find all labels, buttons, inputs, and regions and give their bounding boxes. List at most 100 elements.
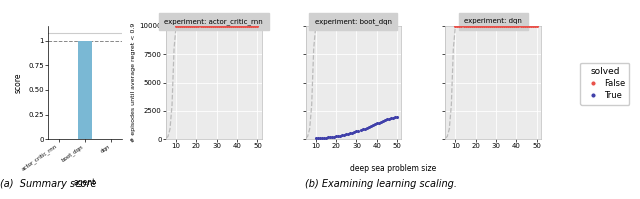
Point [487,24,497,27]
Point [343,132,353,135]
Point [236,24,246,27]
Point [204,24,214,27]
Point [335,134,346,137]
Point [481,24,491,27]
X-axis label: agent: agent [74,178,96,187]
Text: (b) Examining learning scaling.: (b) Examining learning scaling. [305,179,457,189]
Point [380,118,390,122]
Point [493,24,503,27]
Point [222,24,232,27]
Point [454,24,465,27]
Point [362,126,372,129]
Point [226,24,236,27]
Y-axis label: # episodes until average regret < 0.9: # episodes until average regret < 0.9 [131,23,136,142]
Point [337,134,348,137]
Point [386,116,396,120]
Point [232,24,243,27]
Point [323,136,333,139]
Point [228,24,238,27]
Point [388,116,398,119]
Point [479,24,489,27]
Point [365,125,376,128]
Point [467,24,477,27]
Point [495,24,506,27]
Point [195,24,205,27]
Point [242,24,252,27]
Point [532,24,542,27]
Point [188,24,198,27]
Point [202,24,212,27]
Point [367,124,378,127]
Point [313,137,323,140]
Point [360,127,370,130]
Point [456,24,467,27]
Point [175,24,185,27]
Point [505,24,515,27]
Point [329,135,339,138]
Point [520,24,530,27]
Point [509,24,520,27]
Point [325,136,335,139]
Point [511,24,522,27]
Point [463,24,473,27]
Legend: False, True: False, True [580,62,629,105]
Point [216,24,226,27]
Point [470,24,481,27]
Point [238,24,248,27]
Point [370,123,380,126]
Point [248,24,259,27]
Point [349,130,360,134]
Point [530,24,540,27]
Point [173,24,183,27]
Point [477,24,487,27]
Text: deep sea problem size: deep sea problem size [351,164,436,173]
Point [339,133,349,136]
Point [218,24,228,27]
Point [252,24,262,27]
Point [179,24,189,27]
Point [497,24,508,27]
Point [465,24,475,27]
Point [501,24,511,27]
Point [508,24,518,27]
Point [333,135,343,138]
Point [382,118,392,121]
Point [475,24,485,27]
Point [517,24,527,27]
Point [193,24,204,27]
Point [374,121,384,124]
Point [522,24,532,27]
Point [357,128,367,131]
Point [331,135,341,138]
Point [183,24,193,27]
Point [327,136,337,139]
Point [452,24,463,27]
Point [485,24,495,27]
Point [451,24,461,27]
Point [319,136,329,139]
Point [345,132,355,135]
Point [200,24,210,27]
Point [224,24,234,27]
Title: experiment: actor_critic_rnn: experiment: actor_critic_rnn [164,18,263,25]
Point [210,24,220,27]
Point [185,24,195,27]
Point [491,24,501,27]
Point [473,24,483,27]
Point [189,24,200,27]
Point [230,24,240,27]
Point [246,24,257,27]
Point [372,122,382,125]
Point [460,24,470,27]
Point [191,24,202,27]
Point [355,128,365,132]
Point [503,24,513,27]
Point [341,133,351,136]
Point [207,24,218,27]
Text: (a)  Summary score: (a) Summary score [0,179,96,189]
Point [348,131,358,134]
Title: experiment: dqn: experiment: dqn [464,18,522,24]
Point [214,24,224,27]
Point [321,136,331,139]
Point [499,24,509,27]
